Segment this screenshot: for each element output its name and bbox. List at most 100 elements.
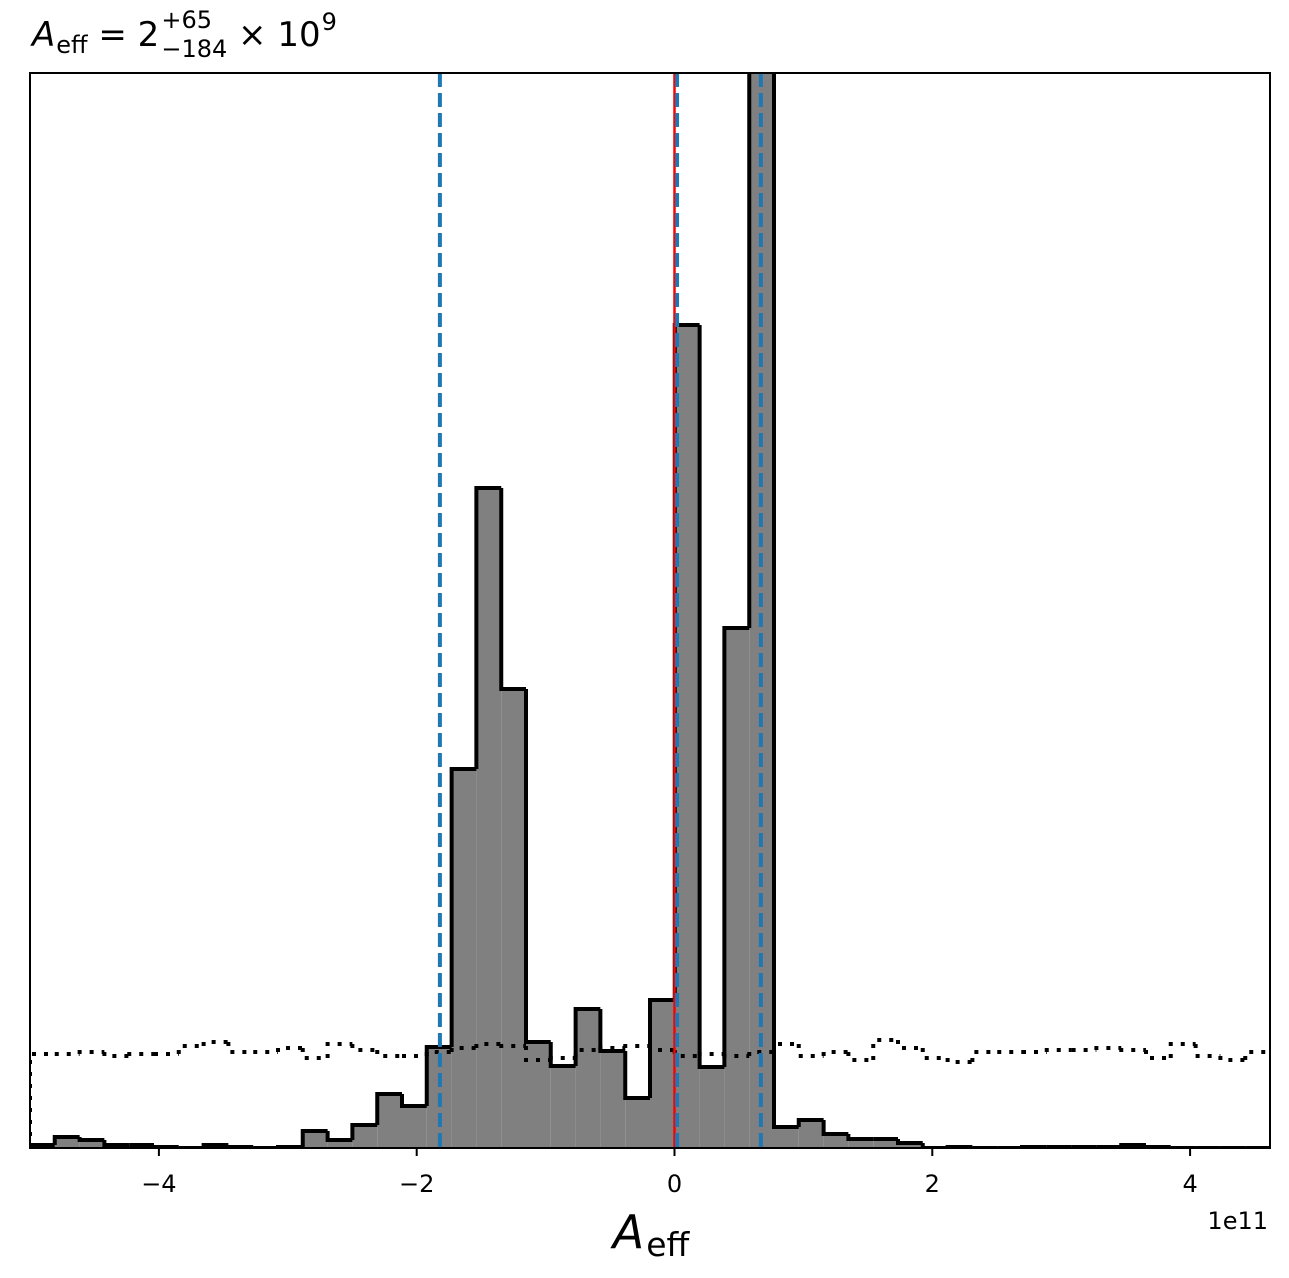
histogram-step bbox=[648, 1046, 675, 1052]
histogram-bar bbox=[402, 1106, 427, 1148]
histogram-step bbox=[152, 1145, 179, 1148]
histogram-bar bbox=[798, 1120, 824, 1148]
histogram-step bbox=[697, 325, 725, 1069]
histogram-step bbox=[449, 767, 477, 1047]
histogram-step bbox=[970, 1050, 998, 1062]
histogram-step bbox=[424, 1050, 452, 1056]
histogram-step bbox=[300, 1048, 328, 1060]
x-label-symbol: A bbox=[610, 1205, 644, 1259]
plot-area bbox=[30, 73, 1270, 1148]
histogram-step bbox=[127, 1052, 154, 1056]
histogram-bar bbox=[699, 1067, 725, 1148]
histogram-step bbox=[722, 1054, 750, 1058]
title-exponent: 9 bbox=[322, 8, 337, 36]
histogram-step bbox=[375, 1050, 402, 1058]
histogram-step bbox=[1094, 1046, 1122, 1050]
histogram-step bbox=[697, 1052, 725, 1056]
histogram-step bbox=[325, 1131, 353, 1142]
histogram-step bbox=[648, 998, 675, 1098]
x-tick-label: 0 bbox=[667, 1170, 682, 1198]
histogram-step bbox=[400, 1094, 427, 1108]
histogram-step bbox=[871, 1038, 898, 1060]
histogram-bar bbox=[650, 1000, 675, 1148]
histogram-bar bbox=[873, 1139, 898, 1148]
histogram-bar bbox=[575, 1009, 601, 1148]
histogram-step bbox=[573, 1007, 601, 1066]
histogram-bar bbox=[377, 1094, 402, 1148]
histogram-bar bbox=[526, 1042, 551, 1148]
histogram-step bbox=[1168, 1042, 1196, 1058]
histogram-bar bbox=[774, 1127, 799, 1148]
histogram-step bbox=[524, 689, 551, 1044]
histogram-step bbox=[102, 1140, 130, 1147]
histogram-step bbox=[226, 1042, 254, 1054]
histogram-step bbox=[474, 486, 502, 769]
title-lower: −184 bbox=[161, 35, 227, 63]
histogram-step bbox=[102, 1052, 130, 1058]
histogram-step bbox=[226, 1145, 254, 1148]
histogram-bar bbox=[501, 689, 526, 1148]
histogram-step bbox=[920, 1048, 948, 1060]
histogram-bar bbox=[749, 73, 774, 1148]
histogram-step bbox=[722, 626, 750, 1067]
histogram-step bbox=[449, 1046, 477, 1052]
histogram-step bbox=[846, 1052, 874, 1062]
histogram-step bbox=[424, 1045, 452, 1106]
histogram-step bbox=[30, 1052, 55, 1148]
histogram-step bbox=[821, 1050, 849, 1056]
histogram-bar bbox=[79, 1140, 105, 1148]
histogram-step bbox=[499, 1044, 526, 1048]
histogram-step bbox=[548, 1042, 576, 1068]
histogram-bar bbox=[327, 1140, 353, 1148]
title-text: × 10 bbox=[227, 15, 320, 55]
histogram-bar bbox=[724, 628, 750, 1148]
histogram-step bbox=[350, 1123, 378, 1140]
histogram-bar bbox=[848, 1139, 874, 1148]
title-text: = 2 bbox=[88, 15, 160, 55]
histogram-bar bbox=[823, 1134, 849, 1148]
histogram-step bbox=[499, 488, 526, 691]
histogram-step bbox=[1218, 1056, 1246, 1062]
histogram-bar bbox=[898, 1143, 923, 1148]
histogram-step bbox=[846, 1134, 874, 1141]
histogram-step bbox=[796, 1044, 824, 1058]
title-subscript: eff bbox=[56, 31, 88, 59]
x-tick-label: −2 bbox=[399, 1170, 434, 1198]
x-tick-label: −4 bbox=[141, 1170, 176, 1198]
histogram-step bbox=[30, 1143, 55, 1148]
histogram-step bbox=[375, 1092, 402, 1125]
histogram-step bbox=[747, 1050, 774, 1056]
histogram-bar bbox=[600, 1051, 626, 1148]
histogram-step bbox=[325, 1042, 353, 1058]
histogram-step bbox=[821, 1120, 849, 1136]
x-label-subscript: eff bbox=[646, 1225, 690, 1264]
histogram-step bbox=[796, 1118, 824, 1127]
histogram-step bbox=[52, 1135, 80, 1145]
histogram-step bbox=[1193, 1044, 1221, 1058]
histogram-bar bbox=[302, 1131, 328, 1148]
histogram-step bbox=[896, 1139, 923, 1145]
histogram-bar bbox=[54, 1137, 80, 1148]
histogram-step bbox=[276, 1046, 303, 1052]
histogram-step bbox=[945, 1058, 973, 1064]
histogram-step bbox=[1119, 1048, 1146, 1052]
histogram-step bbox=[623, 1051, 650, 1100]
histogram-step bbox=[598, 1046, 626, 1050]
histogram-step bbox=[1243, 1050, 1270, 1060]
histogram-step bbox=[77, 1137, 105, 1142]
histogram-step bbox=[524, 1046, 551, 1062]
histogram-bar bbox=[451, 769, 477, 1148]
histogram-step bbox=[772, 73, 799, 1129]
histogram-step bbox=[623, 1044, 650, 1048]
histogram-step bbox=[176, 1044, 204, 1054]
histogram-step bbox=[896, 1040, 923, 1050]
histogram-step bbox=[573, 1048, 601, 1058]
histogram-step bbox=[1144, 1145, 1171, 1148]
histogram-step bbox=[920, 1143, 948, 1148]
x-offset-label: 1e11 bbox=[1207, 1207, 1268, 1235]
histogram-bar bbox=[625, 1098, 650, 1148]
histogram-step bbox=[548, 1056, 576, 1060]
histogram-bar bbox=[352, 1125, 378, 1148]
axes-frame bbox=[29, 72, 1271, 1149]
